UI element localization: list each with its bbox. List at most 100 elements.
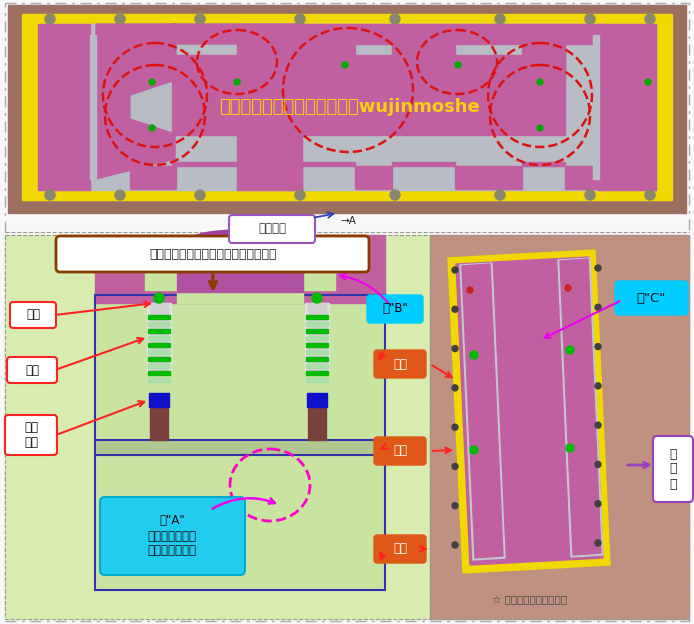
Circle shape: [390, 14, 400, 24]
Bar: [148, 315, 170, 318]
Circle shape: [45, 14, 55, 24]
Circle shape: [495, 14, 505, 24]
Polygon shape: [448, 250, 610, 573]
Polygon shape: [96, 35, 175, 179]
Polygon shape: [462, 264, 503, 558]
Bar: [95, 295, 385, 440]
Bar: [522, 55, 565, 135]
Bar: [306, 378, 328, 381]
Bar: [302, 24, 392, 190]
Polygon shape: [96, 24, 176, 70]
Text: 图"C": 图"C": [636, 291, 666, 305]
Bar: [306, 315, 328, 318]
Bar: [5, 235, 430, 619]
Bar: [392, 24, 522, 190]
Bar: [148, 371, 170, 374]
FancyBboxPatch shape: [56, 236, 369, 272]
Text: 图"B": 图"B": [382, 303, 408, 316]
Bar: [172, 24, 302, 190]
Text: 顶针: 顶针: [26, 308, 40, 321]
Polygon shape: [392, 162, 522, 189]
Circle shape: [470, 351, 478, 359]
FancyBboxPatch shape: [5, 415, 57, 455]
Bar: [95, 440, 385, 455]
Circle shape: [452, 464, 458, 469]
Text: 学习模具设计添加老师微信：wujinmoshe: 学习模具设计添加老师微信：wujinmoshe: [219, 98, 480, 116]
Polygon shape: [558, 258, 603, 557]
Bar: [305, 303, 329, 371]
Text: 镶块厚度不够锁止付螺丝视图种类一：: 镶块厚度不够锁止付螺丝视图种类一：: [149, 248, 277, 260]
Circle shape: [195, 14, 205, 24]
Text: 弹簧: 弹簧: [25, 364, 39, 376]
FancyBboxPatch shape: [100, 497, 245, 575]
Bar: [150, 408, 168, 440]
Polygon shape: [460, 263, 505, 560]
Circle shape: [537, 79, 543, 85]
Circle shape: [195, 190, 205, 200]
Circle shape: [295, 190, 305, 200]
Bar: [306, 364, 328, 368]
Circle shape: [585, 190, 595, 200]
Text: 见剖视图: 见剖视图: [258, 223, 286, 235]
Bar: [148, 329, 170, 333]
Polygon shape: [522, 24, 602, 70]
Bar: [8, 5, 686, 213]
Bar: [95, 455, 385, 590]
Circle shape: [115, 14, 125, 24]
Bar: [148, 364, 170, 368]
Circle shape: [595, 305, 601, 310]
Circle shape: [585, 14, 595, 24]
Bar: [237, 24, 302, 190]
Text: 止付
螺丝: 止付 螺丝: [24, 421, 38, 449]
FancyBboxPatch shape: [374, 535, 426, 563]
Circle shape: [495, 190, 505, 200]
Circle shape: [566, 346, 574, 354]
Circle shape: [645, 79, 651, 85]
Circle shape: [645, 14, 655, 24]
Circle shape: [452, 385, 458, 391]
FancyBboxPatch shape: [367, 295, 423, 323]
Bar: [148, 350, 170, 354]
Circle shape: [595, 344, 601, 349]
Polygon shape: [560, 259, 601, 555]
Text: 垫板: 垫板: [393, 444, 407, 457]
Circle shape: [595, 265, 601, 271]
Text: 图"A"
由于牙孔深度太
长，做遨位形式: 图"A" 由于牙孔深度太 长，做遨位形式: [148, 515, 196, 557]
Bar: [308, 303, 326, 371]
Bar: [5, 235, 430, 619]
Bar: [392, 55, 455, 135]
FancyBboxPatch shape: [653, 436, 693, 502]
Bar: [306, 329, 328, 333]
Polygon shape: [302, 24, 392, 70]
Bar: [38, 24, 90, 190]
Bar: [307, 393, 327, 407]
Bar: [430, 235, 689, 619]
Bar: [522, 24, 602, 190]
Bar: [177, 240, 303, 292]
Circle shape: [154, 293, 164, 303]
Polygon shape: [172, 24, 302, 70]
Bar: [148, 322, 170, 326]
Text: 模座: 模座: [393, 542, 407, 555]
Bar: [148, 343, 170, 346]
Circle shape: [312, 293, 322, 303]
Bar: [306, 322, 328, 326]
Bar: [430, 235, 689, 619]
Bar: [306, 371, 328, 374]
Circle shape: [455, 62, 461, 68]
Bar: [306, 336, 328, 339]
Polygon shape: [302, 162, 392, 189]
Circle shape: [45, 190, 55, 200]
Polygon shape: [456, 257, 603, 565]
Bar: [306, 343, 328, 346]
Bar: [306, 357, 328, 361]
Circle shape: [390, 190, 400, 200]
Circle shape: [595, 383, 601, 389]
Circle shape: [452, 267, 458, 273]
Circle shape: [566, 444, 574, 452]
Polygon shape: [96, 162, 176, 189]
Bar: [455, 55, 522, 135]
FancyBboxPatch shape: [615, 281, 688, 315]
Bar: [96, 35, 176, 179]
Bar: [598, 24, 656, 190]
